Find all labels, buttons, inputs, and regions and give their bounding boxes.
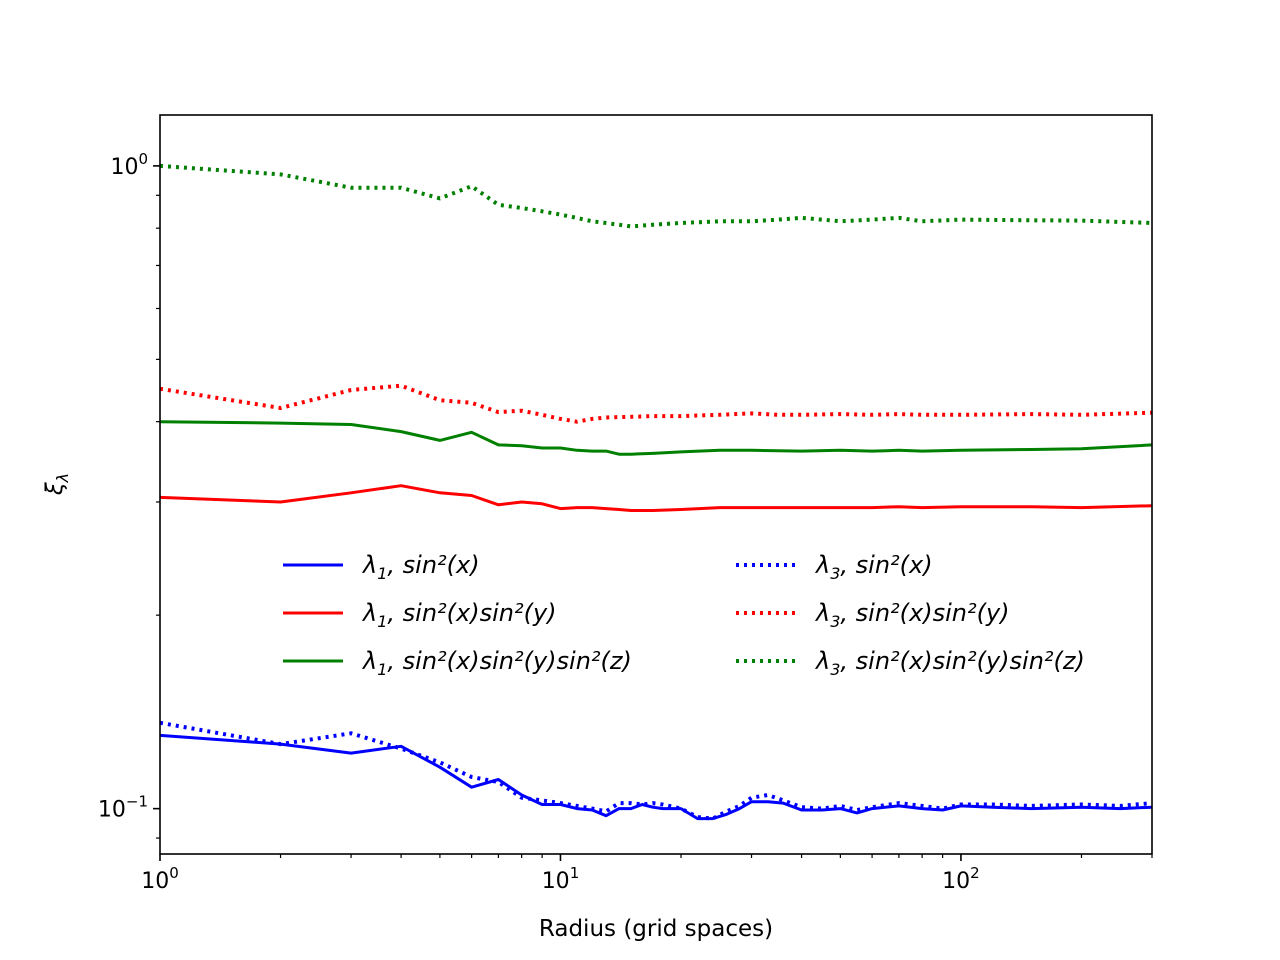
legend-label-1: λ1, sin²(x) [361,551,480,583]
series-layer [159,163,1153,821]
legend-label-5: λ3, sin²(x)sin²(y) [814,599,1010,631]
series-line-5 [159,383,1153,424]
y-tick-label-2: 100 [110,150,148,180]
legend-label-3: λ1, sin²(x)sin²(y)sin²(z) [361,647,632,679]
legend-label-6: λ3, sin²(x)sin²(y)sin²(z) [814,647,1085,679]
series-line-2 [159,484,1153,512]
plot-frame [159,114,1153,855]
x-tick-label-3: 102 [942,864,980,894]
legend: λ1, sin²(x) λ1, sin²(x)sin²(y) λ1, sin²(x)… [283,551,1085,679]
series-line-3 [159,420,1153,456]
series-line-1 [159,733,1153,821]
legend-label-2: λ1, sin²(x)sin²(y) [361,599,557,631]
y-tick-label-1: 10−1 [98,793,148,823]
x-axis-ticks: 100 101 102 [141,854,1153,894]
x-axis-label: Radius (grid spaces) [539,916,773,942]
x-tick-label-2: 101 [542,864,580,894]
series-line-6 [159,163,1153,229]
x-tick-label-1: 100 [141,864,179,894]
y-axis-ticks: 10−1 100 [98,150,160,839]
legend-label-4: λ3, sin²(x) [814,551,933,583]
